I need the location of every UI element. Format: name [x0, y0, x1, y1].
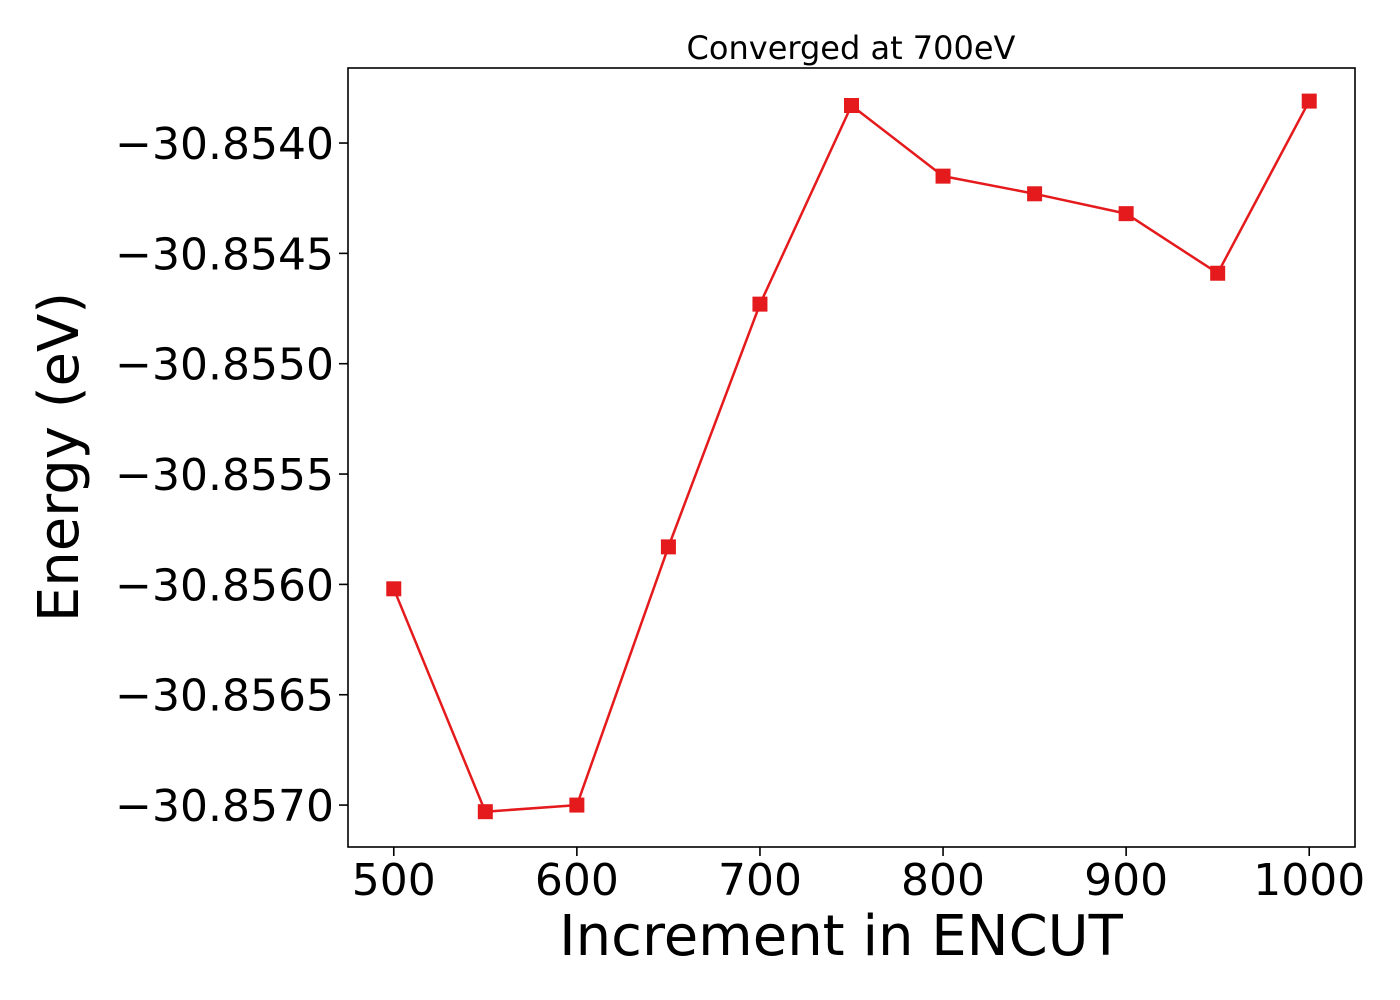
- y-tick-label: −30.8560: [115, 560, 334, 611]
- y-axis-label: Energy (eV): [27, 292, 92, 622]
- data-point-marker: [569, 797, 585, 813]
- data-point-marker: [1210, 265, 1226, 281]
- y-tick-label: −30.8540: [115, 119, 334, 170]
- x-tick-label: 900: [1084, 855, 1168, 906]
- data-point-marker: [752, 296, 768, 312]
- data-point-marker: [477, 804, 493, 820]
- data-point-marker: [660, 539, 676, 555]
- data-point-marker: [935, 168, 951, 184]
- data-point-marker: [386, 581, 402, 597]
- y-tick-label: −30.8570: [115, 781, 334, 832]
- y-tick-label: −30.8565: [115, 671, 334, 722]
- y-tick-label: −30.8550: [115, 340, 334, 391]
- data-point-marker: [844, 98, 859, 114]
- x-tick-label: 500: [352, 855, 436, 906]
- plot-area: 500 600 700 800 900 1000 −30.8540 −30.8545 −30.8…: [115, 67, 1365, 906]
- data-point-marker: [1301, 93, 1317, 109]
- data-point-marker: [1027, 186, 1043, 202]
- x-axis-label: Increment in ENCUT: [559, 904, 1124, 969]
- data-point-marker: [1118, 206, 1134, 222]
- x-tick-label: 1000: [1253, 855, 1365, 906]
- x-tick-label: 600: [535, 855, 619, 906]
- plot-frame: [347, 67, 1356, 848]
- y-tick-label: −30.8545: [115, 229, 334, 280]
- chart-title: Converged at 700eV: [687, 29, 1016, 67]
- y-tick-label: −30.8555: [115, 450, 334, 501]
- x-tick-label: 800: [901, 855, 985, 906]
- x-tick-label: 700: [718, 855, 802, 906]
